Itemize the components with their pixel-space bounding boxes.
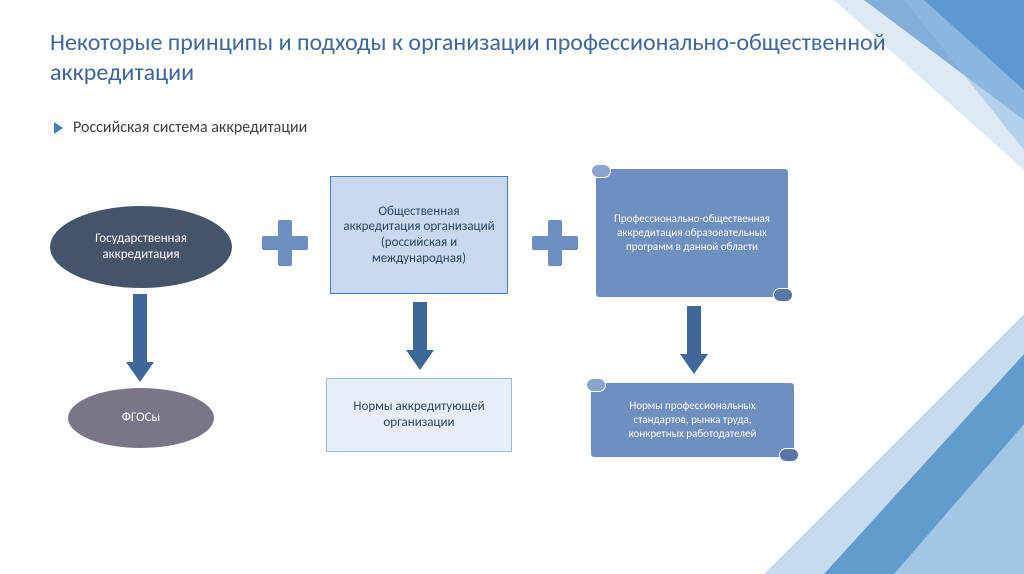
node-public-accreditation: Общественная аккредитация организаций (р… — [330, 176, 508, 294]
node-label: Нормы аккредитующей организации — [337, 399, 501, 430]
diagram: Государственная аккредитация ФГОСы Общес… — [50, 146, 910, 506]
slide-title: Некоторые принципы и подходы к организац… — [50, 28, 904, 88]
bullet-icon — [54, 122, 63, 134]
node-prof-public-accreditation: Профессионально-общественная аккредитаци… — [595, 168, 789, 298]
subtitle-text: Российская система аккредитации — [73, 118, 307, 137]
node-prof-standards: Нормы профессиональных стандартов, рынка… — [590, 382, 795, 458]
node-label: Нормы профессиональных стандартов, рынка… — [605, 399, 780, 440]
node-gov-accreditation: Государственная аккредитация — [50, 206, 232, 288]
node-fgos: ФГОСы — [68, 388, 214, 448]
plus-icon — [530, 218, 580, 268]
node-accrediting-norms: Нормы аккредитующей организации — [326, 378, 512, 452]
arrow-down-icon — [408, 302, 432, 370]
node-label: Общественная аккредитация организаций (р… — [341, 204, 497, 266]
plus-icon — [260, 218, 310, 268]
arrow-down-icon — [128, 294, 152, 382]
bullet-row: Российская система аккредитации — [54, 118, 904, 137]
arrow-down-icon — [682, 306, 706, 374]
node-label: Профессионально-общественная аккредитаци… — [610, 212, 774, 253]
node-label: Государственная аккредитация — [60, 231, 222, 262]
node-label: ФГОСы — [122, 410, 160, 426]
slide-content: Некоторые принципы и подходы к организац… — [50, 28, 904, 544]
